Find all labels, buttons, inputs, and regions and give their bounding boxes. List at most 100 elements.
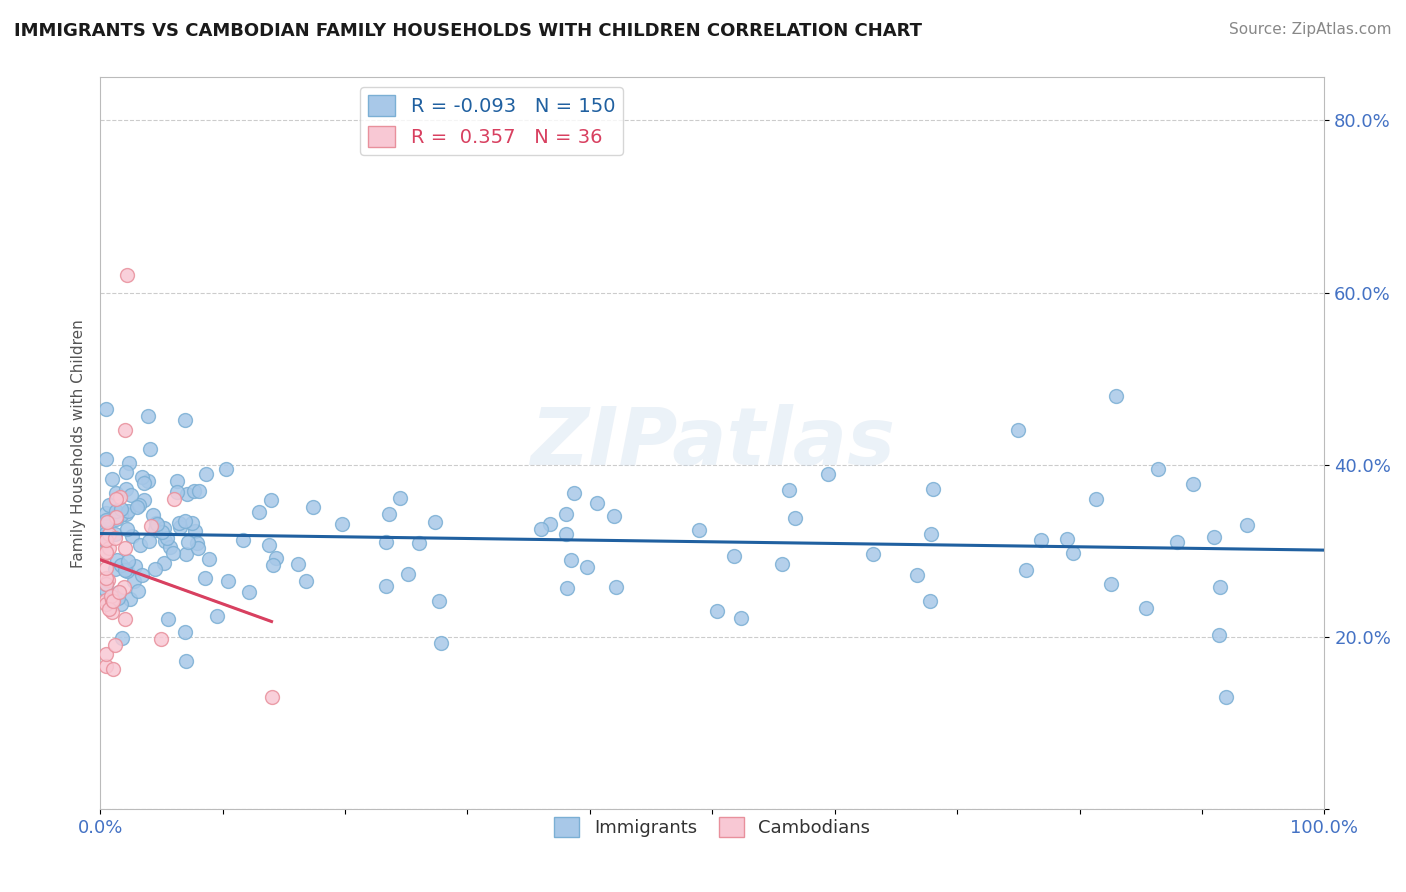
Point [425, 516, 447, 530]
Point [723, 549, 745, 563]
Point [778, 483, 800, 497]
Point [104, 638, 127, 652]
Point [143, 562, 166, 576]
Point [96, 513, 118, 527]
Point [114, 507, 136, 521]
Point [96, 577, 118, 591]
Point [920, 526, 942, 541]
Point [96, 545, 118, 559]
Point [706, 604, 728, 618]
Point [817, 467, 839, 481]
Point [101, 472, 124, 486]
Point [180, 516, 202, 531]
Point [174, 547, 197, 561]
Point [1099, 577, 1122, 591]
Point [96, 583, 118, 598]
Point [922, 482, 945, 496]
Point [139, 519, 162, 533]
Point [118, 456, 141, 470]
Point [174, 514, 197, 528]
Point [396, 567, 419, 582]
Point [96, 597, 118, 611]
Point [562, 486, 585, 500]
Point [97, 573, 120, 587]
Point [378, 507, 401, 521]
Point [205, 608, 228, 623]
Point [174, 625, 197, 640]
Point [174, 654, 197, 668]
Text: Source: ZipAtlas.com: Source: ZipAtlas.com [1229, 22, 1392, 37]
Point [1147, 462, 1170, 476]
Point [104, 509, 127, 524]
Point [105, 553, 128, 567]
Point [136, 409, 159, 424]
Point [128, 538, 150, 552]
Point [783, 511, 806, 525]
Point [430, 636, 453, 650]
Point [115, 564, 138, 578]
Point [156, 532, 179, 546]
Point [117, 554, 139, 568]
Point [375, 535, 398, 549]
Point [96, 529, 118, 543]
Point [186, 536, 208, 550]
Point [1015, 563, 1038, 577]
Point [408, 536, 430, 550]
Point [188, 483, 211, 498]
Point [96, 577, 118, 591]
Point [150, 525, 173, 540]
Point [112, 580, 135, 594]
Point [111, 631, 134, 645]
Legend: Immigrants, Cambodians: Immigrants, Cambodians [547, 810, 877, 844]
Point [96, 533, 118, 547]
Point [115, 465, 138, 479]
Point [162, 492, 184, 507]
Point [169, 520, 191, 534]
Point [110, 501, 132, 516]
Point [96, 560, 118, 574]
Point [114, 541, 136, 555]
Point [257, 538, 280, 552]
Point [194, 467, 217, 481]
Point [918, 594, 941, 608]
Point [330, 516, 353, 531]
Point [1135, 601, 1157, 615]
Point [198, 552, 221, 566]
Point [287, 558, 309, 572]
Point [1181, 477, 1204, 491]
Point [177, 534, 200, 549]
Text: ZIPatlas: ZIPatlas [530, 404, 894, 483]
Point [730, 611, 752, 625]
Point [96, 593, 118, 607]
Point [153, 556, 176, 570]
Point [96, 525, 118, 540]
Point [260, 493, 283, 508]
Point [194, 571, 217, 585]
Point [214, 461, 236, 475]
Point [108, 584, 131, 599]
Point [98, 527, 121, 541]
Point [238, 584, 260, 599]
Point [586, 496, 609, 510]
Point [183, 484, 205, 499]
Point [117, 504, 139, 518]
Point [576, 560, 599, 574]
Point [262, 558, 284, 573]
Point [97, 541, 120, 556]
Point [101, 594, 124, 608]
Point [139, 442, 162, 457]
Point [770, 557, 793, 571]
Point [107, 591, 129, 606]
Point [131, 567, 153, 582]
Point [560, 552, 582, 566]
Point [105, 485, 128, 500]
Point [260, 690, 283, 705]
Point [110, 558, 132, 572]
Point [174, 413, 197, 427]
Point [115, 482, 138, 496]
Point [247, 505, 270, 519]
Point [1105, 389, 1128, 403]
Point [96, 533, 118, 548]
Point [100, 590, 122, 604]
Point [294, 574, 316, 589]
